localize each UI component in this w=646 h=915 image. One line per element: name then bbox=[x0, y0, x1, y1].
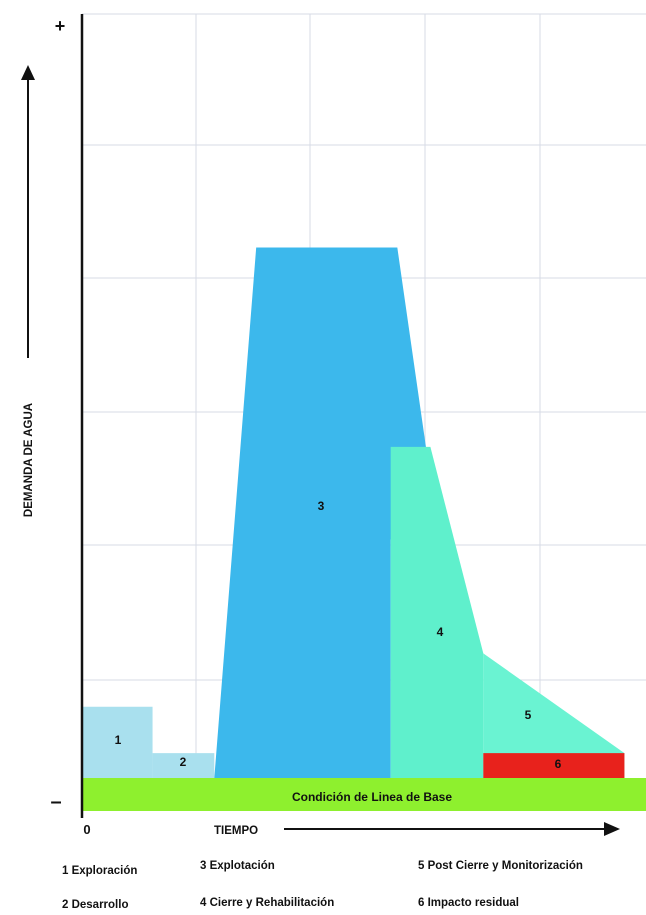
legend: 1 Exploración 2 Desarrollo 3 Explotación… bbox=[62, 860, 583, 911]
y-axis-bottom-label: – bbox=[50, 791, 61, 813]
y-axis-top-label: + bbox=[55, 16, 66, 36]
baseline-label: Condición de Linea de Base bbox=[292, 790, 452, 804]
legend-item-4: 4 Cierre y Rehabilitación bbox=[200, 897, 334, 909]
phase-area-3 bbox=[214, 247, 440, 778]
phase-area-4 bbox=[390, 446, 484, 778]
baseline-band bbox=[82, 778, 646, 811]
legend-item-6: 6 Impacto residual bbox=[418, 897, 519, 909]
phase-labels: 1 2 3 4 5 6 bbox=[115, 499, 562, 771]
phase-area-1 bbox=[82, 706, 153, 778]
phase-label-4: 4 bbox=[437, 625, 444, 639]
phase-area-2 bbox=[152, 753, 215, 778]
y-axis-title: DEMANDA DE AGUA bbox=[23, 403, 35, 517]
x-origin-label: 0 bbox=[83, 822, 90, 837]
phase-label-1: 1 bbox=[115, 733, 122, 747]
legend-item-2: 2 Desarrollo bbox=[62, 899, 128, 911]
x-axis-title: TIEMPO bbox=[214, 825, 258, 837]
x-axis-arrow-head bbox=[604, 822, 620, 836]
legend-item-3: 3 Explotación bbox=[200, 860, 275, 872]
phase-area-5 bbox=[483, 653, 625, 778]
y-axis-arrow-head bbox=[21, 65, 35, 80]
legend-item-1: 1 Exploración bbox=[62, 865, 137, 877]
phase-label-2: 2 bbox=[180, 755, 187, 769]
phase-label-6: 6 bbox=[555, 757, 562, 771]
phase-areas bbox=[82, 247, 625, 778]
phase-area-6 bbox=[483, 753, 625, 778]
legend-item-5: 5 Post Cierre y Monitorización bbox=[418, 860, 583, 872]
phase-label-5: 5 bbox=[525, 708, 532, 722]
phase-label-3: 3 bbox=[318, 499, 325, 513]
